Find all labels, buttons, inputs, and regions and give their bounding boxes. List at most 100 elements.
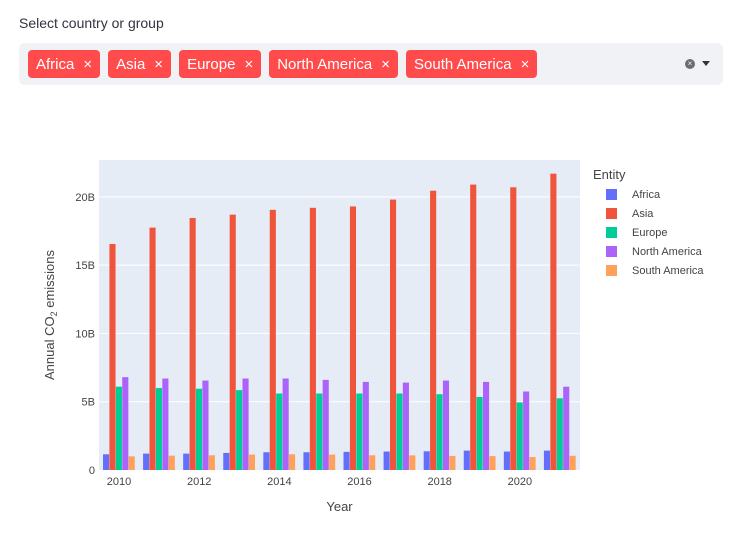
- bar-europe-2018[interactable]: [436, 394, 443, 470]
- bar-europe-2012[interactable]: [196, 388, 203, 470]
- bar-north-america-2019[interactable]: [483, 381, 490, 470]
- tag-north-america[interactable]: North America ×: [269, 50, 399, 78]
- bar-south-america-2014[interactable]: [289, 454, 296, 470]
- bar-asia-2010[interactable]: [109, 243, 116, 470]
- legend-label[interactable]: South America: [632, 265, 704, 277]
- tag-asia[interactable]: Asia ×: [108, 50, 172, 78]
- bar-south-america-2017[interactable]: [409, 455, 416, 470]
- bar-europe-2011[interactable]: [155, 388, 163, 470]
- bar-europe-2021[interactable]: [556, 398, 563, 470]
- tag-label: South America: [414, 55, 512, 73]
- legend-swatch[interactable]: [606, 189, 617, 200]
- bar-north-america-2015[interactable]: [322, 379, 329, 470]
- chevron-down-icon[interactable]: [702, 61, 710, 66]
- tag-africa[interactable]: Africa ×: [28, 50, 101, 78]
- bar-africa-2020[interactable]: [503, 451, 510, 470]
- remove-tag-icon[interactable]: ×: [381, 55, 391, 73]
- bar-south-america-2012[interactable]: [208, 455, 215, 470]
- y-axis-ticks: 0 5B 10B 15B 20B: [75, 192, 95, 477]
- bar-north-america-2020[interactable]: [523, 391, 530, 470]
- bar-asia-2012[interactable]: [189, 218, 196, 470]
- bar-asia-2014[interactable]: [269, 209, 276, 470]
- tag-label: Europe: [187, 55, 236, 73]
- bar-south-america-2018[interactable]: [449, 455, 456, 470]
- bar-south-america-2013[interactable]: [248, 454, 256, 470]
- plot-area: [99, 160, 580, 470]
- bar-north-america-2017[interactable]: [402, 382, 409, 470]
- legend-swatch[interactable]: [606, 227, 617, 238]
- legend-label[interactable]: North America: [632, 246, 703, 258]
- x-tick-label: 2012: [187, 476, 211, 488]
- bar-asia-2020[interactable]: [510, 187, 517, 470]
- bar-africa-2018[interactable]: [423, 451, 430, 470]
- legend-swatch[interactable]: [606, 208, 617, 219]
- bar-south-america-2019[interactable]: [489, 456, 496, 470]
- bar-north-america-2013[interactable]: [242, 378, 249, 471]
- bar-south-america-2010[interactable]: [128, 456, 135, 470]
- bar-africa-2019[interactable]: [463, 450, 470, 470]
- bar-asia-2018[interactable]: [430, 190, 437, 471]
- bar-europe-2010[interactable]: [115, 386, 122, 470]
- clear-all-icon[interactable]: ×: [685, 59, 695, 69]
- bar-south-america-2021[interactable]: [569, 455, 576, 470]
- bar-africa-2017[interactable]: [383, 451, 390, 470]
- legend: Africa Asia Europe North America South Ameri…: [606, 189, 704, 277]
- bar-asia-2015[interactable]: [309, 207, 316, 471]
- bar-africa-2013[interactable]: [223, 452, 230, 470]
- selected-tags: Africa × Asia × Europe × North America ×…: [28, 50, 538, 78]
- legend-title: Entity: [593, 167, 626, 182]
- bar-europe-2013[interactable]: [236, 390, 243, 470]
- bar-africa-2012[interactable]: [183, 453, 190, 470]
- bar-north-america-2012[interactable]: [202, 380, 209, 470]
- bar-south-america-2016[interactable]: [369, 455, 376, 470]
- legend-label[interactable]: Africa: [632, 189, 661, 201]
- bar-north-america-2010[interactable]: [122, 377, 129, 470]
- bar-africa-2014[interactable]: [263, 452, 270, 470]
- bar-europe-2014[interactable]: [276, 393, 283, 470]
- tag-label: North America: [277, 55, 373, 73]
- bar-asia-2016[interactable]: [349, 206, 357, 470]
- bars: [103, 173, 576, 471]
- bar-asia-2017[interactable]: [390, 199, 397, 470]
- x-tick-label: 2014: [267, 476, 291, 488]
- x-axis-title: Year: [326, 499, 353, 514]
- remove-tag-icon[interactable]: ×: [520, 55, 530, 73]
- legend-label[interactable]: Asia: [632, 208, 654, 220]
- bar-north-america-2018[interactable]: [442, 380, 450, 470]
- bar-africa-2021[interactable]: [543, 450, 551, 470]
- country-multiselect[interactable]: Africa × Asia × Europe × North America ×…: [19, 43, 723, 85]
- bar-africa-2015[interactable]: [303, 452, 310, 470]
- bar-africa-2010[interactable]: [103, 454, 110, 470]
- bar-europe-2019[interactable]: [476, 396, 483, 470]
- bar-europe-2015[interactable]: [316, 393, 323, 470]
- remove-tag-icon[interactable]: ×: [244, 55, 254, 73]
- remove-tag-icon[interactable]: ×: [154, 55, 164, 73]
- bar-north-america-2021[interactable]: [563, 386, 570, 470]
- y-tick-label: 10B: [75, 328, 95, 340]
- bar-south-america-2015[interactable]: [329, 454, 336, 470]
- bar-asia-2013[interactable]: [229, 214, 236, 470]
- bar-asia-2019[interactable]: [470, 184, 477, 470]
- bar-europe-2017[interactable]: [396, 393, 403, 470]
- bar-north-america-2011[interactable]: [162, 378, 169, 471]
- bar-asia-2021[interactable]: [550, 173, 557, 470]
- bar-europe-2016[interactable]: [356, 393, 363, 470]
- bar-africa-2011[interactable]: [143, 453, 150, 470]
- y-tick-label: 15B: [75, 260, 95, 272]
- tag-label: Asia: [116, 55, 146, 73]
- bar-asia-2011[interactable]: [149, 227, 156, 470]
- legend-swatch[interactable]: [606, 265, 617, 276]
- bar-north-america-2016[interactable]: [362, 381, 369, 470]
- bar-africa-2016[interactable]: [343, 451, 350, 470]
- remove-tag-icon[interactable]: ×: [83, 55, 93, 73]
- bar-europe-2020[interactable]: [516, 402, 523, 470]
- bar-north-america-2014[interactable]: [282, 378, 289, 471]
- legend-swatch[interactable]: [606, 246, 617, 257]
- legend-label[interactable]: Europe: [632, 227, 667, 239]
- tag-europe[interactable]: Europe ×: [179, 50, 262, 78]
- tag-south-america[interactable]: South America ×: [406, 50, 538, 78]
- bar-south-america-2020[interactable]: [529, 457, 536, 470]
- y-tick-label: 20B: [75, 192, 95, 204]
- bar-south-america-2011[interactable]: [168, 455, 175, 470]
- y-axis-title-prefix: Annual CO: [42, 316, 57, 380]
